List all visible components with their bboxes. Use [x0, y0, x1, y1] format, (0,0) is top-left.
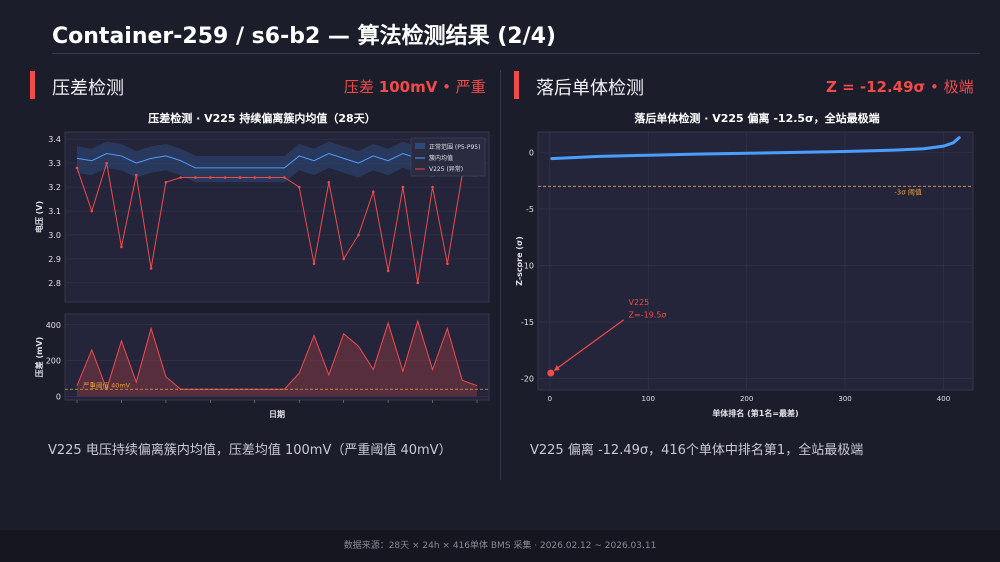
- left-section-title: 压差检测: [52, 78, 124, 99]
- legend-label-mean: 簇内均值: [429, 154, 453, 162]
- footer-bar: [0, 530, 1000, 562]
- x-tick-label: 100: [642, 395, 655, 403]
- annotation-arrowhead: [553, 365, 560, 372]
- series-line-cluster-mean: [76, 153, 478, 169]
- outlier-point-v225: [547, 369, 555, 377]
- annotation-label-z: Z=-19.5σ: [629, 311, 667, 320]
- v225-point: [105, 161, 108, 165]
- v225-point: [327, 180, 331, 184]
- y-tick-label: 3.0: [48, 231, 61, 240]
- page-title: Container-259 / s6-b2 — 算法检测结果 (2/4): [52, 24, 556, 49]
- v225-point: [149, 267, 153, 270]
- left-badge-suffix: • 严重: [437, 78, 486, 96]
- x-axis-label: 单体排名 (第1名=最差): [712, 408, 798, 418]
- y-axis-label: 电压 (V): [34, 201, 44, 233]
- v225-point: [357, 233, 360, 237]
- right-section-accent: [514, 71, 519, 99]
- v225-point: [446, 262, 449, 265]
- y-tick-label: -5: [526, 205, 534, 214]
- v225-point: [371, 190, 375, 194]
- legend-label-v225: V225 (异常): [429, 165, 463, 173]
- annotation-label-name: V225: [629, 298, 650, 307]
- threshold-label: -3σ 阈值: [894, 187, 922, 196]
- right-severity-badge: Z = -12.49σ • 极端: [826, 76, 974, 97]
- title-divider: [52, 53, 980, 54]
- y-tick-label: -15: [521, 318, 534, 327]
- v225-point: [209, 176, 212, 179]
- y-tick-label: 0: [529, 148, 534, 157]
- v225-point: [164, 180, 168, 184]
- v225-point: [268, 176, 271, 179]
- left-caption: V225 电压持续偏离簇内均值，压差均值 100mV（严重阈值 40mV）: [48, 443, 452, 458]
- zscore-curve: [550, 136, 961, 161]
- x-tick-label: 400: [937, 395, 950, 403]
- y-tick-label: 2.8: [48, 279, 61, 288]
- v225-point: [386, 269, 390, 273]
- x-axis-label: 日期: [269, 409, 285, 419]
- laggard-cell-chart: 落后单体检测 · V225 偏离 -12.5σ，全站最极端 0 -5 -10 -15 -…: [512, 100, 982, 425]
- diff-area: [77, 321, 477, 397]
- right-section-title: 落后单体检测: [536, 78, 644, 99]
- v225-point: [431, 185, 434, 189]
- legend-label-band: 正常范围 (P5-P95): [429, 143, 480, 151]
- right-badge-suffix: • 极端: [925, 78, 974, 96]
- bottom-plot-area: [64, 313, 490, 401]
- y-tick-label: 2.9: [48, 255, 61, 264]
- v225-point: [342, 257, 345, 261]
- v225-point: [297, 185, 301, 189]
- v225-point: [179, 176, 183, 179]
- right-badge-value: Z = -12.49σ: [826, 78, 926, 96]
- normal-range-band: [77, 141, 477, 183]
- y-tick-label: 0: [56, 392, 61, 401]
- x-tick-label: 0: [548, 395, 552, 403]
- y-tick-label: -20: [521, 375, 534, 384]
- annotation-arrow: [554, 319, 624, 371]
- x-tick-label: 200: [740, 395, 753, 403]
- y-tick-label: 3.1: [48, 207, 61, 216]
- v225-point: [75, 166, 79, 170]
- right-caption: V225 偏离 -12.49σ，416个单体中排名第1，全站最极端: [530, 443, 864, 458]
- v225-point: [283, 176, 286, 179]
- left-section-accent: [30, 71, 35, 99]
- v225-point: [238, 176, 242, 179]
- y-tick-label: 3.2: [48, 183, 61, 192]
- scatter-plot-area: [537, 131, 974, 391]
- footer-source: 数据来源：28天 × 24h × 416单体 BMS 采集 · 2026.02.…: [343, 541, 657, 551]
- v225-point: [120, 245, 123, 249]
- left-badge-prefix: 压差: [344, 78, 379, 96]
- y-axis-label: 压差 (mV): [34, 337, 44, 378]
- y-axis-label: Z-score (σ): [515, 236, 524, 286]
- v225-point: [223, 176, 227, 179]
- y-tick-label: 400: [46, 321, 61, 330]
- y-tick-label: 3.3: [48, 159, 61, 168]
- v225-point: [416, 281, 420, 285]
- v225-point: [401, 185, 405, 189]
- y-tick-label: 200: [46, 357, 61, 366]
- v225-point: [90, 209, 94, 213]
- left-severity-badge: 压差 100mV • 严重: [344, 76, 486, 97]
- left-badge-value: 100mV: [378, 78, 438, 96]
- v225-point: [134, 173, 138, 177]
- section-divider: [500, 70, 501, 480]
- threshold-label: 严重阈值 40mV: [83, 380, 131, 389]
- legend-swatch-band: [415, 143, 425, 149]
- x-tick-label: 300: [838, 395, 851, 403]
- right-chart-title: 落后单体检测 · V225 偏离 -12.5σ，全站最极端: [634, 111, 879, 125]
- y-tick-label: -10: [521, 262, 534, 271]
- y-tick-label: 3.4: [48, 135, 61, 144]
- pressure-diff-chart: 压差检测 · V225 持续偏离簇内均值（28天） 2.8 2.9 3.0 3.1 3.…: [30, 100, 495, 425]
- series-line-v225: [76, 162, 478, 283]
- v225-point: [194, 176, 197, 179]
- v225-point: [312, 262, 316, 265]
- left-chart-title: 压差检测 · V225 持续偏离簇内均值（28天）: [148, 111, 375, 125]
- v225-point: [253, 176, 257, 179]
